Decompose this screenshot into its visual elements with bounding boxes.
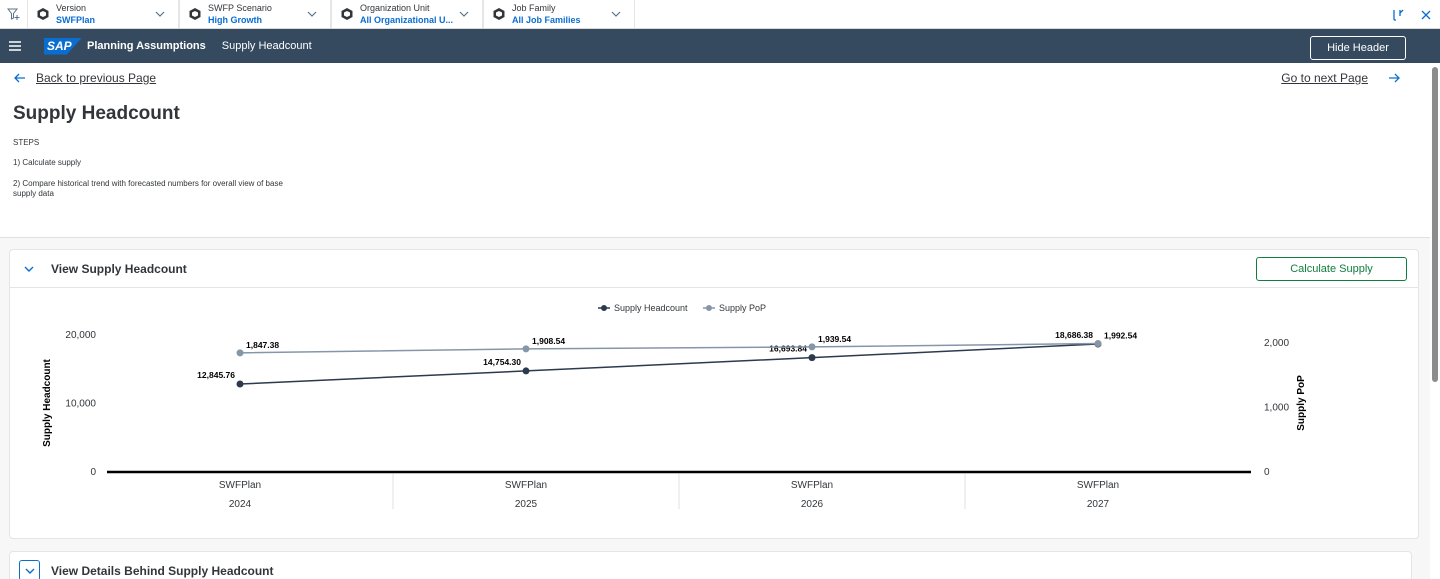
series-line — [239, 342, 1099, 354]
filter-bar: Version SWFPlan SWFP Scenario High Growt… — [0, 0, 1440, 29]
filter-value: High Growth — [208, 15, 262, 25]
data-label: 14,754.30 — [483, 357, 521, 367]
legend-label: Supply Headcount — [614, 303, 688, 313]
data-label: 1,908.54 — [532, 336, 565, 346]
arrow-left-icon — [14, 73, 25, 83]
series-line — [239, 343, 1099, 385]
y-axis-title-right: Supply PoP — [1296, 375, 1307, 431]
app-title: Planning Assumptions — [87, 40, 206, 52]
y-tick-right: 2,000 — [1264, 338, 1289, 349]
adapt-filters-icon[interactable] — [1384, 0, 1412, 29]
y-tick-left: 0 — [90, 467, 96, 478]
next-link-label: Go to next Page — [1281, 71, 1368, 85]
supply-headcount-chart: Supply Headcount Supply PoP 0 10,000 20,000 0… — [42, 303, 1307, 510]
filter-version[interactable]: Version SWFPlan — [27, 0, 179, 28]
supply-headcount-panel: View Supply Headcount Calculate Supply S… — [9, 249, 1419, 539]
y-axis-title-left: Supply Headcount — [42, 358, 53, 446]
step-text: 2) Compare historical trend with forecas… — [13, 179, 283, 198]
filter-swfp-scenario[interactable]: SWFP Scenario High Growth — [179, 0, 331, 28]
data-label: 18,686.38 — [1055, 330, 1093, 340]
filter-value: All Job Families — [512, 15, 581, 25]
chevron-down-icon[interactable] — [154, 8, 166, 20]
data-point — [522, 367, 530, 375]
y-tick-right: 1,000 — [1264, 403, 1289, 414]
x-tick-year: 2024 — [229, 499, 252, 510]
panel-title: View Supply Headcount — [51, 262, 187, 276]
filter-label: Job Family — [512, 3, 556, 13]
expand-button[interactable] — [19, 560, 40, 579]
steps-heading: STEPS — [13, 138, 40, 147]
data-label: 12,845.76 — [197, 370, 235, 380]
cube-icon — [493, 8, 505, 20]
data-label: 16,693.84 — [769, 344, 807, 354]
x-tick-label: SWFPlan — [219, 480, 261, 491]
cube-icon — [189, 8, 201, 20]
back-link-label: Back to previous Page — [36, 71, 157, 85]
data-point — [236, 349, 244, 357]
data-point — [808, 343, 816, 351]
legend-marker — [601, 305, 607, 311]
filter-organization-unit[interactable]: Organization Unit All Organizational U..… — [331, 0, 483, 28]
x-tick-label: SWFPlan — [505, 480, 547, 491]
chevron-down-icon — [25, 568, 34, 574]
data-point — [236, 380, 244, 388]
data-point — [522, 345, 530, 353]
x-tick-year: 2025 — [515, 499, 538, 510]
data-point — [808, 354, 816, 362]
panel-title: View Details Behind Supply Headcount — [51, 564, 274, 578]
y-tick-left: 20,000 — [65, 330, 96, 341]
filter-job-family[interactable]: Job Family All Job Families — [483, 0, 635, 28]
app-subtitle: Supply Headcount — [221, 40, 312, 52]
legend-marker — [706, 305, 712, 311]
data-label: 1,847.38 — [246, 340, 279, 350]
y-tick-left: 10,000 — [65, 399, 96, 410]
sap-logo: SAP — [44, 37, 82, 55]
cube-icon — [37, 8, 49, 20]
filter-label: Version — [56, 3, 87, 13]
next-link[interactable]: Go to next Page — [1281, 71, 1400, 85]
chevron-down-icon[interactable] — [23, 263, 35, 275]
filter-value: All Organizational U... — [360, 15, 454, 25]
x-tick-label: SWFPlan — [791, 480, 833, 491]
chevron-down-icon[interactable] — [306, 8, 318, 20]
details-panel: View Details Behind Supply Headcount — [9, 551, 1412, 579]
data-point — [1094, 339, 1102, 347]
scrollbar-thumb[interactable] — [1432, 67, 1438, 382]
data-label: 1,992.54 — [1104, 330, 1137, 340]
calculate-supply-button[interactable]: Calculate Supply — [1256, 257, 1407, 281]
filter-label: Organization Unit — [360, 3, 430, 13]
step-text: 1) Calculate supply — [13, 158, 82, 167]
arrow-right-icon — [1389, 73, 1400, 83]
x-tick-label: SWFPlan — [1077, 480, 1119, 491]
data-label: 1,939.54 — [818, 334, 851, 344]
hide-header-button[interactable]: Hide Header — [1310, 36, 1406, 60]
filter-value: SWFPlan — [56, 15, 96, 25]
y-tick-right: 0 — [1264, 467, 1270, 478]
shell-bar: SAP Planning Assumptions Supply Headcoun… — [0, 29, 1440, 63]
close-icon[interactable] — [1412, 0, 1440, 29]
x-tick-year: 2026 — [801, 499, 824, 510]
filter-label: SWFP Scenario — [208, 3, 272, 13]
legend-label: Supply PoP — [719, 303, 766, 313]
page-header: Back to previous Page Go to next Page Su… — [0, 63, 1430, 238]
page-title: Supply Headcount — [13, 103, 180, 124]
chevron-down-icon[interactable] — [610, 8, 622, 20]
menu-icon[interactable] — [0, 41, 30, 51]
panel-header[interactable]: View Supply Headcount Calculate Supply — [10, 250, 1418, 288]
cube-icon — [341, 8, 353, 20]
chevron-down-icon[interactable] — [458, 8, 470, 20]
filter-add-icon[interactable] — [0, 0, 27, 28]
x-tick-year: 2027 — [1087, 499, 1110, 510]
back-link[interactable]: Back to previous Page — [14, 71, 156, 85]
